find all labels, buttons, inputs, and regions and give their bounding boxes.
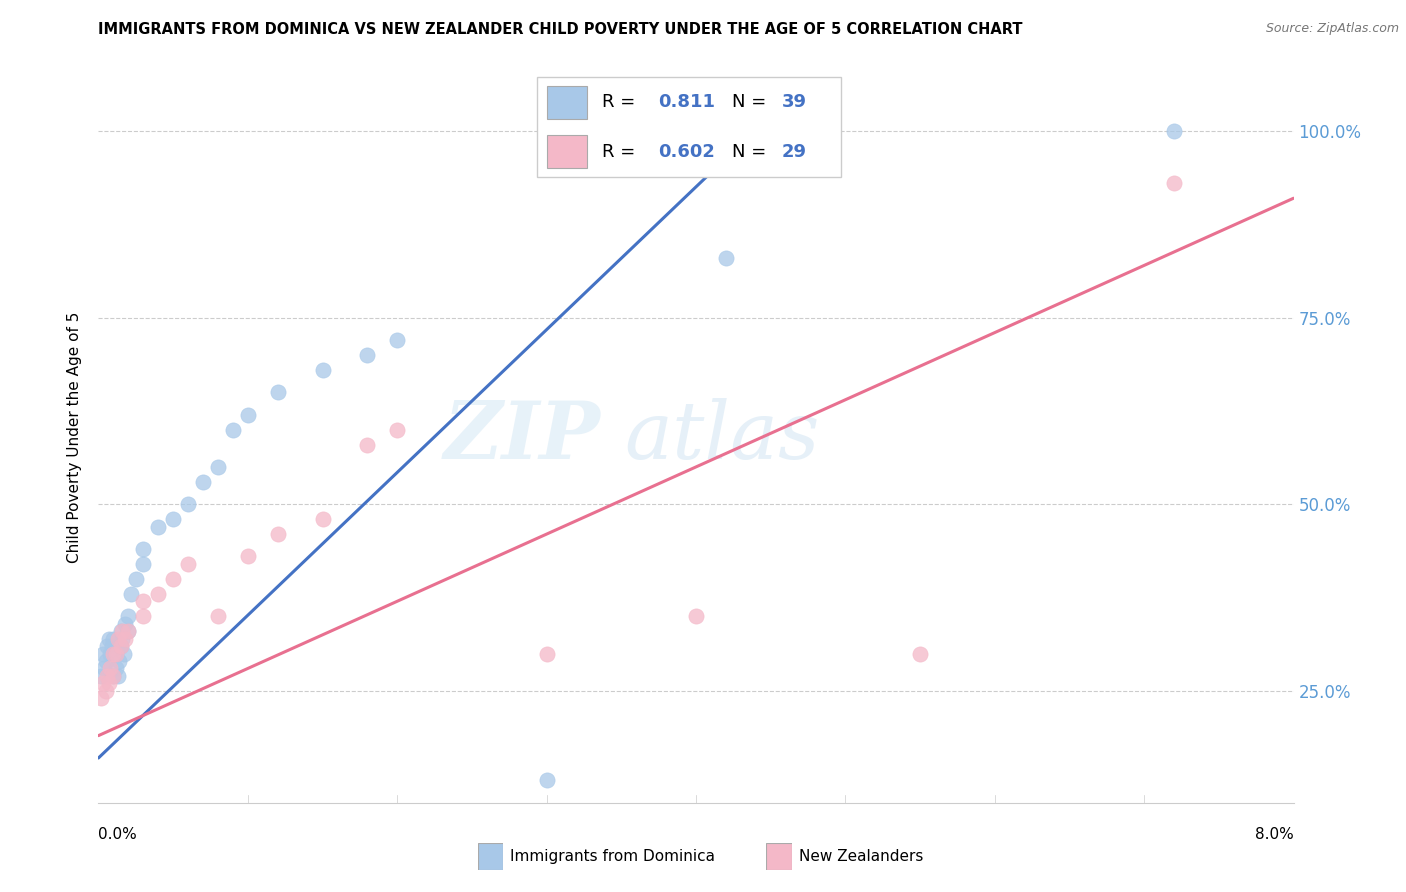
Text: ZIP: ZIP [443,399,600,475]
Point [111,624,134,639]
Point [125,572,148,586]
Point [207,609,229,624]
Point [103,669,125,683]
Point [110,639,132,653]
Point [267,527,290,541]
Point [162,512,184,526]
Point [162,572,184,586]
Point [236,408,259,422]
Point [132,557,155,571]
Point [385,423,409,437]
Point [103,647,125,661]
Y-axis label: Child Poverty Under the Age of 5: Child Poverty Under the Age of 5 [67,311,83,563]
Point [98,661,122,675]
Point [117,609,139,624]
Text: R =: R = [602,143,641,161]
Point [110,639,132,653]
Point [97,632,120,646]
Point [1163,124,1185,138]
Text: N =: N = [733,94,772,112]
Text: 29: 29 [782,143,807,161]
Point [112,647,135,661]
Point [191,475,214,489]
Point [108,654,131,668]
Point [132,594,155,608]
Point [91,647,114,661]
Point [114,616,136,631]
Text: 0.811: 0.811 [658,94,716,112]
Text: 0.0%: 0.0% [98,827,138,841]
Point [236,549,259,564]
Point [111,632,134,646]
Point [98,647,122,661]
Point [110,624,132,639]
Point [685,609,707,624]
Point [267,385,290,400]
Point [148,519,170,533]
Point [96,639,118,653]
Point [207,459,229,474]
Point [120,587,142,601]
Point [385,333,409,347]
Text: Source: ZipAtlas.com: Source: ZipAtlas.com [1265,22,1399,36]
Point [908,647,931,661]
Point [93,661,115,675]
Point [103,669,125,683]
Text: Immigrants from Dominica: Immigrants from Dominica [510,849,716,863]
Point [536,773,558,788]
Text: atlas: atlas [624,399,820,475]
Point [96,669,118,683]
FancyBboxPatch shape [547,87,586,119]
Point [117,624,139,639]
Point [90,691,112,706]
Point [177,497,200,511]
Text: New Zealanders: New Zealanders [799,849,922,863]
Text: 8.0%: 8.0% [1254,827,1294,841]
Point [177,557,200,571]
Point [105,647,128,661]
Point [105,647,128,661]
Point [97,676,120,690]
Point [356,348,378,362]
Point [536,647,558,661]
Text: 0.602: 0.602 [658,143,714,161]
Point [94,683,117,698]
Point [148,587,170,601]
Text: R =: R = [602,94,641,112]
Point [311,512,333,526]
Point [132,609,155,624]
Point [105,661,128,675]
Point [107,669,129,683]
Point [94,654,117,668]
Point [311,363,333,377]
Point [114,632,136,646]
Point [117,624,139,639]
FancyBboxPatch shape [547,136,586,168]
FancyBboxPatch shape [537,77,841,178]
Point [1163,177,1185,191]
Point [356,437,378,451]
Text: N =: N = [733,143,772,161]
Point [103,632,125,646]
Point [222,423,245,437]
Text: IMMIGRANTS FROM DOMINICA VS NEW ZEALANDER CHILD POVERTY UNDER THE AGE OF 5 CORRE: IMMIGRANTS FROM DOMINICA VS NEW ZEALANDE… [98,22,1024,37]
Point [132,542,155,557]
Text: 39: 39 [782,94,807,112]
Point [101,639,124,653]
Point [90,669,112,683]
Point [714,251,737,265]
Point [91,676,114,690]
Point [107,632,129,646]
